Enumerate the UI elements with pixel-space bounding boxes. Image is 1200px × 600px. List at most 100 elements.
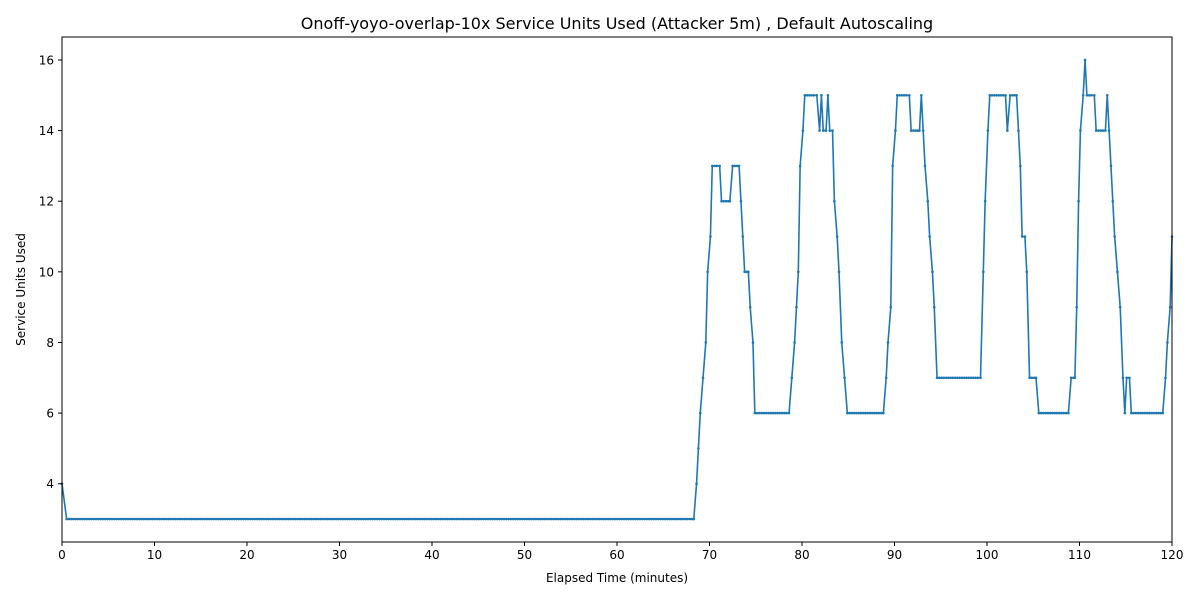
data-point [78, 517, 82, 521]
data-point [230, 517, 234, 521]
data-point [321, 517, 325, 521]
data-point [131, 517, 134, 521]
data-point [255, 517, 259, 521]
data-point [870, 411, 874, 415]
data-point [1067, 411, 1070, 415]
data-point [1166, 341, 1169, 344]
data-point [409, 517, 413, 521]
data-point [905, 93, 908, 97]
data-point [455, 517, 458, 521]
data-point [665, 517, 669, 521]
data-point [1087, 93, 1091, 97]
data-point [1011, 93, 1014, 97]
data-point [174, 517, 177, 521]
x-tick-label: 20 [239, 548, 254, 562]
data-point [1025, 270, 1029, 274]
data-point [1159, 411, 1163, 415]
y-tick-label: 10 [39, 265, 54, 279]
data-point [810, 93, 813, 97]
data-point [126, 517, 130, 521]
data-point [323, 517, 327, 521]
data-point [335, 517, 338, 521]
data-point [818, 129, 821, 132]
data-point [108, 517, 111, 521]
data-point [135, 517, 139, 521]
data-point [654, 517, 658, 521]
data-point [423, 517, 426, 521]
data-point [979, 376, 982, 380]
data-point [443, 517, 447, 521]
x-axis-label: Elapsed Time (minutes) [546, 571, 688, 585]
data-point [636, 517, 640, 521]
data-point [758, 411, 761, 415]
data-point [743, 270, 746, 274]
data-point [1051, 411, 1054, 415]
data-point [753, 411, 757, 415]
data-point [500, 517, 504, 521]
data-point [495, 517, 499, 521]
data-point [441, 517, 445, 521]
data-point [1053, 411, 1056, 415]
data-point [235, 517, 238, 521]
data-point [117, 517, 121, 521]
data-point [244, 517, 247, 521]
data-point [350, 517, 354, 521]
data-point [940, 376, 943, 380]
data-point [432, 517, 436, 521]
data-point [1073, 376, 1077, 380]
data-point [932, 305, 936, 309]
data-point [486, 517, 490, 521]
data-point [938, 376, 941, 380]
data-point [1111, 199, 1115, 203]
data-point [473, 517, 476, 521]
data-point [1013, 93, 1016, 97]
data-point [1125, 376, 1128, 380]
data-point [167, 517, 170, 521]
data-point [1093, 93, 1096, 97]
data-point [140, 517, 143, 521]
data-point [782, 411, 786, 415]
data-point [316, 517, 320, 521]
data-point [285, 517, 288, 521]
data-point [566, 517, 569, 521]
data-point [325, 517, 329, 521]
data-point [1019, 164, 1022, 168]
data-point [452, 517, 456, 521]
data-point [226, 517, 229, 521]
data-point [359, 517, 363, 521]
data-point [722, 199, 726, 203]
data-point [926, 199, 930, 203]
data-point [1109, 164, 1113, 168]
data-point [461, 517, 465, 521]
data-point [106, 517, 109, 521]
data-point [918, 129, 921, 132]
data-point [529, 517, 533, 521]
data-point [1145, 411, 1149, 415]
data-point [868, 411, 872, 415]
x-tick-label: 0 [58, 548, 66, 562]
data-point [287, 517, 291, 521]
data-point [912, 129, 915, 132]
data-point [618, 517, 621, 521]
data-point [976, 376, 980, 380]
data-point [276, 517, 279, 521]
data-point [764, 411, 768, 415]
data-point [898, 93, 901, 97]
data-point [344, 517, 347, 521]
data-point [1046, 411, 1050, 415]
data-point [183, 517, 186, 521]
data-point [541, 517, 544, 521]
data-point [373, 517, 377, 521]
data-point [151, 517, 155, 521]
data-point [584, 517, 587, 521]
data-point [634, 517, 637, 521]
data-point [620, 517, 624, 521]
data-point [990, 93, 994, 97]
data-point [1032, 376, 1036, 380]
data-point [527, 517, 531, 521]
data-point [855, 411, 858, 415]
data-point [393, 517, 397, 521]
data-point [1139, 411, 1142, 415]
data-point [631, 517, 635, 521]
